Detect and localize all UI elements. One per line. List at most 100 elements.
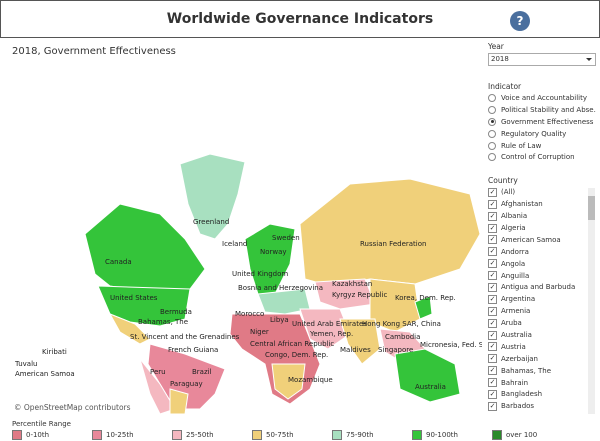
brazil	[147, 343, 226, 410]
map[interactable]: Greenland Iceland Canada United States B…	[10, 64, 482, 414]
scroll-thumb[interactable]	[588, 196, 595, 220]
checkbox[interactable]: ✓	[488, 389, 497, 399]
map-label: Singapore	[378, 346, 413, 354]
country-option[interactable]: ✓ Antigua and Barbuda	[488, 282, 586, 294]
scrollbar[interactable]	[588, 188, 595, 414]
legend-text: 0-10th	[26, 431, 50, 439]
greenland	[179, 153, 246, 240]
radio[interactable]	[488, 129, 496, 138]
country-option[interactable]: ✓ Afghanistan	[488, 199, 586, 211]
help-button[interactable]: ?	[510, 11, 530, 31]
indicator-option[interactable]: Control of Corruption	[488, 152, 596, 164]
map-label: Paraguay	[170, 380, 203, 388]
checkbox[interactable]: ✓	[488, 199, 497, 209]
south-asia	[339, 318, 381, 365]
indicator-option[interactable]: Voice and Accountability	[488, 93, 596, 105]
map-label: Kyrgyz Republic	[332, 291, 388, 299]
map-label: French Guiana	[168, 346, 218, 354]
legend-item[interactable]: 10-25th	[92, 430, 134, 440]
country-option[interactable]: ✓ American Samoa	[488, 235, 586, 247]
paraguay	[169, 388, 189, 414]
legend-item[interactable]: 0-10th	[12, 430, 49, 440]
map-label: Mozambique	[288, 376, 333, 384]
legend-text: 10-25th	[106, 431, 134, 439]
checkbox[interactable]: ✓	[488, 211, 497, 221]
checkbox[interactable]: ✓	[488, 282, 497, 292]
checkbox[interactable]: ✓	[488, 342, 497, 352]
map-label: Brazil	[192, 368, 212, 376]
country-option[interactable]: ✓ Austria	[488, 342, 586, 354]
indicator-option[interactable]: Rule of Law	[488, 141, 596, 153]
country-option[interactable]: ✓ Angola	[488, 259, 586, 271]
checkbox[interactable]: ✓	[488, 366, 497, 376]
country-option[interactable]: ✓ Bahrain	[488, 378, 586, 390]
checkbox[interactable]: ✓	[488, 223, 497, 233]
radio[interactable]	[488, 94, 496, 102]
australia	[394, 348, 461, 403]
legend-title: Percentile Range	[12, 420, 71, 428]
map-label: Sweden	[272, 234, 300, 242]
country-option[interactable]: ✓ Aruba	[488, 318, 586, 330]
country-option[interactable]: ✓ (All)	[488, 187, 586, 199]
japan	[414, 295, 433, 320]
map-label: Niger	[250, 328, 269, 336]
country-option[interactable]: ✓ Barbados	[488, 401, 586, 413]
checkbox[interactable]: ✓	[488, 259, 497, 269]
country-option[interactable]: ✓ Armenia	[488, 306, 586, 318]
checkbox[interactable]: ✓	[488, 330, 497, 340]
map-label: United States	[110, 294, 158, 302]
map-label: Korea, Dem. Rep.	[395, 294, 456, 302]
indicator-option[interactable]: Regulatory Quality	[488, 129, 596, 141]
checkbox[interactable]: ✓	[488, 247, 497, 257]
checkbox[interactable]: ✓	[488, 318, 497, 328]
country-text: Aruba	[501, 319, 522, 328]
map-label: Bosnia and Herzegovina	[238, 284, 323, 292]
country-option[interactable]: ✓ Australia	[488, 330, 586, 342]
legend-item[interactable]: 50-75th	[252, 430, 294, 440]
middle-east	[299, 308, 351, 350]
country-option[interactable]: ✓ Bahamas, The	[488, 366, 586, 378]
map-label: Norway	[260, 248, 287, 256]
checkbox[interactable]: ✓	[488, 294, 497, 304]
legend-item[interactable]: 90-100th	[412, 430, 458, 440]
country-option[interactable]: ✓ Azerbaijan	[488, 354, 586, 366]
legend-item[interactable]: over 100	[492, 430, 537, 440]
country-option[interactable]: ✓ Bangladesh	[488, 389, 586, 401]
country-option[interactable]: ✓ Albania	[488, 211, 586, 223]
checkbox[interactable]: ✓	[488, 187, 497, 197]
map-label: Greenland	[193, 218, 229, 226]
checkbox[interactable]: ✓	[488, 306, 497, 316]
country-option[interactable]: ✓ Anguilla	[488, 271, 586, 283]
indicator-option[interactable]: Political Stability and Abse...	[488, 105, 596, 117]
indicator-option[interactable]: Government Effectiveness	[488, 117, 596, 129]
radio[interactable]	[488, 141, 496, 150]
header: Worldwide Governance Indicators ?	[0, 0, 600, 38]
country-text: Barbados	[501, 402, 535, 411]
country-option[interactable]: ✓ Andorra	[488, 247, 586, 259]
checkbox[interactable]: ✓	[488, 354, 497, 364]
country-option[interactable]: ✓ Argentina	[488, 294, 586, 306]
country-text: Azerbaijan	[501, 354, 538, 363]
radio[interactable]	[488, 153, 496, 162]
legend-item[interactable]: 75-90th	[332, 430, 374, 440]
country-text: Antigua and Barbuda	[501, 283, 576, 292]
checkbox[interactable]: ✓	[488, 271, 497, 281]
country-text: Anguilla	[501, 271, 530, 280]
year-select[interactable]: 2018	[488, 53, 596, 66]
map-label: Iceland	[222, 240, 247, 248]
checkbox[interactable]: ✓	[488, 378, 497, 388]
map-label: Central African Republic	[250, 340, 334, 348]
checkbox[interactable]: ✓	[488, 401, 497, 411]
legend-item[interactable]: 25-50th	[172, 430, 214, 440]
radio[interactable]	[488, 117, 496, 126]
legend-swatch	[92, 430, 102, 440]
europe-north	[244, 223, 296, 295]
checkbox[interactable]: ✓	[488, 235, 497, 245]
legend-text: over 100	[506, 431, 538, 439]
country-text: Bangladesh	[501, 390, 543, 399]
radio[interactable]	[488, 105, 496, 114]
legend-swatch	[412, 430, 422, 440]
map-label: Yemen, Rep.	[309, 330, 353, 338]
legend-text: 90-100th	[426, 431, 458, 439]
country-option[interactable]: ✓ Algeria	[488, 223, 586, 235]
